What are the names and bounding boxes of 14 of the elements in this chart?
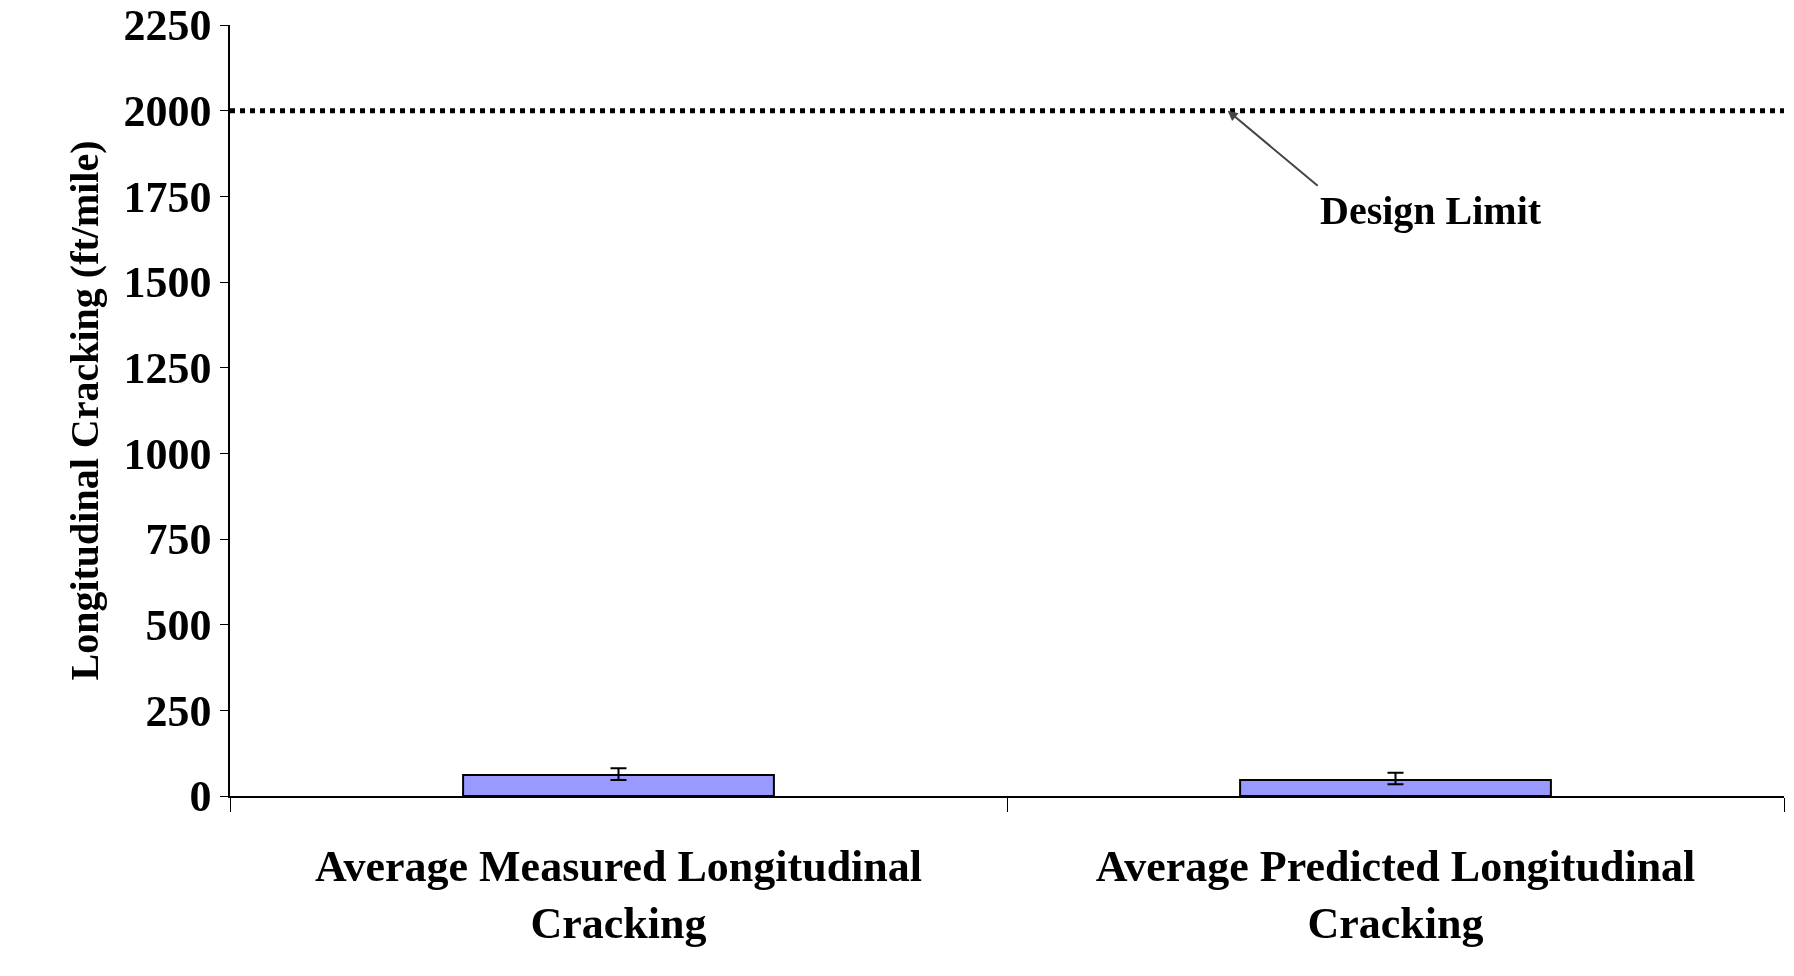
y-tick-label: 1750 — [123, 172, 212, 222]
y-tick-label: 750 — [145, 515, 212, 565]
y-tick-label: 250 — [145, 686, 212, 736]
x-tick-label: Average Predicted Longitudinal Cracking — [1095, 841, 1696, 948]
y-tick-label: 2250 — [123, 1, 212, 51]
y-tick-label: 2000 — [123, 87, 212, 137]
y-tick-label: 500 — [145, 601, 212, 651]
y-tick-label: 1000 — [123, 429, 212, 479]
ref-line-label: Design Limit — [1320, 188, 1542, 233]
y-axis-title: Longitudinal Cracking (ft/mile) — [62, 140, 108, 681]
y-tick-label: 1250 — [123, 344, 212, 394]
x-tick-label: Average Measured Longitudinal Cracking — [314, 841, 923, 948]
y-tick-label: 0 — [189, 772, 212, 822]
y-tick-label: 1500 — [123, 258, 212, 308]
